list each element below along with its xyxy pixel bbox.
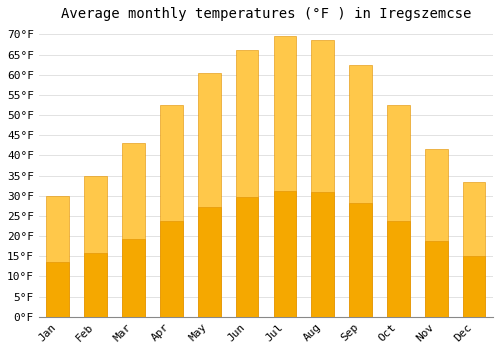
Bar [349, 65, 372, 317]
Bar [387, 105, 410, 317]
Bar [198, 73, 220, 317]
Bar [387, 222, 410, 317]
Bar [84, 253, 107, 317]
Bar [274, 36, 296, 317]
Bar [312, 193, 334, 317]
Bar [84, 176, 107, 317]
Title: Average monthly temperatures (°F ) in Iregszemcse: Average monthly temperatures (°F ) in Ir… [60, 7, 471, 21]
Bar [349, 203, 372, 317]
Bar [122, 239, 145, 317]
Bar [425, 241, 448, 317]
Bar [198, 207, 220, 317]
Bar [160, 222, 182, 317]
Bar [312, 40, 334, 317]
Bar [463, 182, 485, 317]
Bar [160, 105, 182, 317]
Bar [122, 143, 145, 317]
Bar [425, 149, 448, 317]
Bar [46, 262, 69, 317]
Bar [236, 50, 258, 317]
Bar [463, 256, 485, 317]
Bar [274, 191, 296, 317]
Bar [46, 196, 69, 317]
Bar [236, 197, 258, 317]
